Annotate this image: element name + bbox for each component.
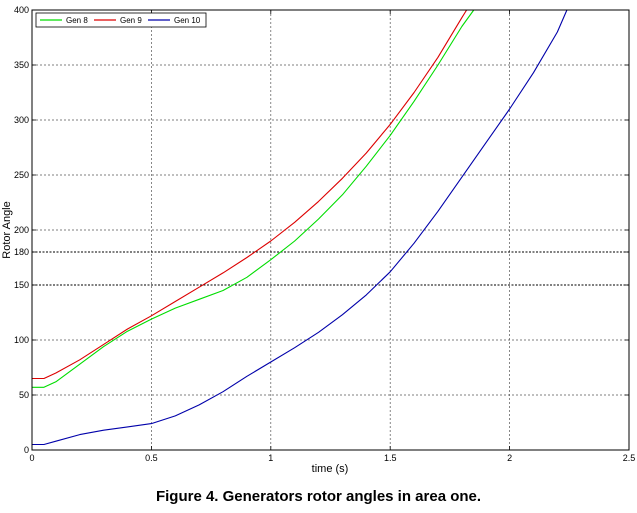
- x-axis-label: time (s): [312, 463, 349, 475]
- legend: Gen 8 Gen 9 Gen 10: [35, 12, 207, 28]
- figure-caption: Figure 4. Generators rotor angles in are…: [155, 488, 482, 505]
- ticks: 0 0.5 1 1.5 2 2.5 0 50 100 150 180 200 250 300 350 400: [14, 5, 635, 463]
- y-tick-label: 180: [14, 247, 29, 257]
- y-tick-label: 0: [24, 445, 29, 455]
- y-axis-label: Rotor Angle: [1, 201, 13, 258]
- rotor-angle-chart: 0 0.5 1 1.5 2 2.5050100150180200250300350400 …: [1, 5, 635, 475]
- x-tick-label: 1.5: [384, 453, 397, 463]
- y-tick-label: 300: [14, 115, 29, 125]
- x-tick-label: 1: [268, 453, 273, 463]
- x-tick-label: 2.5: [623, 453, 636, 463]
- legend-box: [35, 12, 207, 28]
- series-line-gen-9: [32, 9, 468, 380]
- y-tick-label: 150: [14, 280, 29, 290]
- reference-lines: [32, 251, 629, 286]
- x-tick-label: 0: [29, 453, 34, 463]
- legend-label-gen-8: Gen 8: [66, 16, 88, 25]
- series-line-gen-8: [32, 9, 475, 388]
- y-tick-label: 200: [14, 225, 29, 235]
- x-tick-label: 2: [507, 453, 512, 463]
- legend-label-gen-9: Gen 9: [120, 16, 142, 25]
- y-tick-label: 250: [14, 170, 29, 180]
- grid: [32, 10, 629, 450]
- y-tick-label: 50: [19, 390, 29, 400]
- series: [32, 9, 568, 446]
- legend-label-gen-10: Gen 10: [174, 16, 201, 25]
- x-tick-label: 0.5: [145, 453, 158, 463]
- y-tick-label: 100: [14, 335, 29, 345]
- y-tick-label: 400: [14, 5, 29, 15]
- series-line-gen-10: [32, 9, 568, 446]
- y-tick-label: 350: [14, 60, 29, 70]
